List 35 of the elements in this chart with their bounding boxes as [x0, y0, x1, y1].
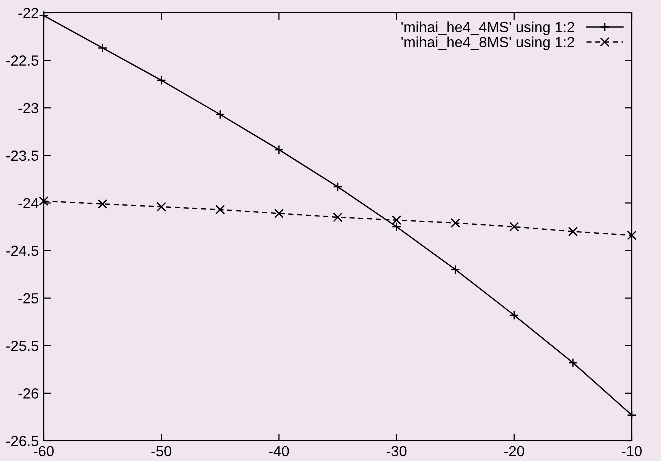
- x-tick-label: -20: [504, 446, 524, 457]
- y-tick-label: -25: [18, 293, 39, 304]
- point: [568, 358, 578, 368]
- point: [510, 222, 520, 232]
- y-tick-label: -22: [18, 8, 38, 18]
- y-tick-label: -26: [18, 388, 38, 399]
- x-tick-label: -60: [34, 446, 54, 457]
- x-tick-label: -40: [269, 446, 290, 457]
- point: [627, 230, 637, 240]
- y-tick-label: -26.5: [6, 436, 39, 446]
- point: [333, 212, 343, 222]
- legend-label: 'mihai_he4_4MS' using 1:2: [402, 22, 574, 36]
- y-tick-label: -24.5: [6, 246, 39, 256]
- x-tick-label: -10: [622, 446, 642, 457]
- legend-label: 'mihai_he4_8MS' using 1:2: [402, 36, 574, 50]
- y-tick-label: -25.5: [6, 340, 39, 352]
- point: [156, 76, 166, 86]
- y-tick-label: -24: [18, 198, 39, 209]
- point: [274, 208, 284, 218]
- point: [274, 145, 284, 155]
- y-tick-label: -23: [18, 103, 38, 114]
- x-tick-label: -30: [386, 446, 407, 457]
- point: [333, 182, 343, 192]
- x-tick-label: -50: [152, 446, 172, 457]
- point: [216, 205, 226, 215]
- y-tick-label: -22.5: [6, 56, 39, 66]
- point: [510, 310, 520, 320]
- point: [39, 196, 49, 206]
- y-tick-label: -23.5: [6, 150, 39, 162]
- point: [156, 202, 166, 212]
- point: [450, 265, 460, 275]
- point: [98, 199, 108, 209]
- point: [216, 110, 226, 120]
- point: [568, 226, 578, 237]
- point: [450, 218, 460, 228]
